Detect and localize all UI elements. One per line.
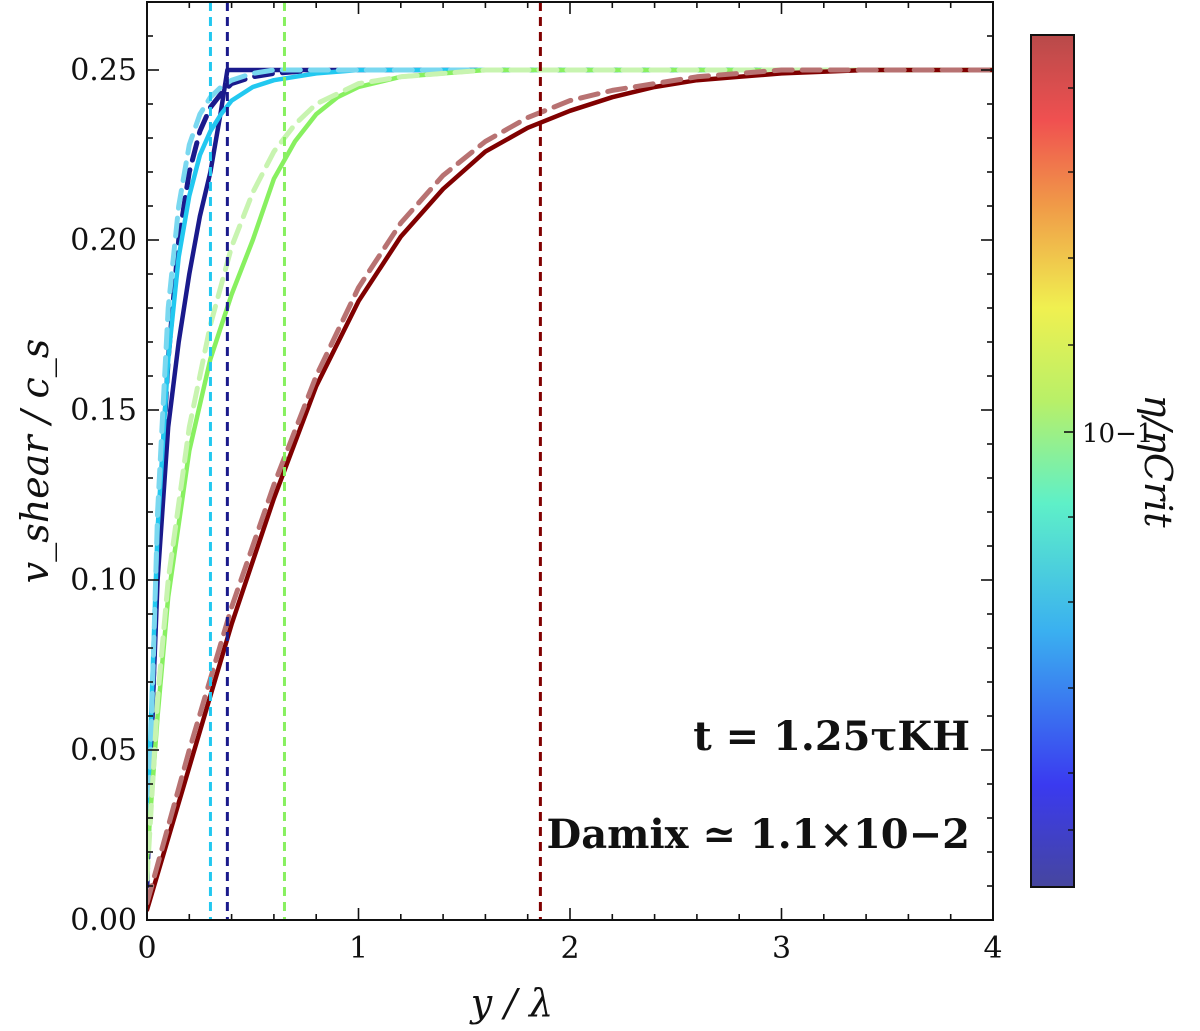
vertical-lines [208, 2, 542, 920]
x-axis-label: y / λ [469, 981, 554, 1025]
x-tick-label: 3 [772, 931, 791, 966]
damkohler-annotation: Damix ≃ 1.1×10−2 [547, 811, 970, 858]
x-tick-labels: 0 1 2 3 4 [137, 931, 1002, 966]
y-tick-label: 0.05 [70, 733, 137, 768]
colorbar-label: η/ηCrit [1136, 395, 1180, 529]
series-line-5-dashed [147, 67, 993, 882]
y-tick-labels: 0.00 0.05 0.10 0.15 0.20 0.25 [70, 53, 137, 938]
x-tick-label: 1 [349, 931, 368, 966]
colorbar-tick-label: 10−1 [1082, 419, 1153, 449]
y-tick-label: 0.20 [70, 223, 137, 258]
x-tick-label: 0 [137, 931, 156, 966]
y-tick-label: 0.10 [70, 563, 137, 598]
time-annotation: t = 1.25τKH [693, 713, 970, 760]
x-tick-label: 4 [983, 931, 1002, 966]
y-tick-label: 0.25 [70, 53, 137, 88]
axis-ticks [146, 1, 994, 921]
series-line-7-dashed [147, 67, 993, 906]
plot-frame [146, 1, 994, 921]
colorbar-ticks [1064, 87, 1074, 831]
series-line-1-dashed [147, 67, 993, 889]
colorbar: 10−1 η/ηCrit [1030, 34, 1180, 888]
series-layer [147, 67, 993, 913]
y-tick-label: 0.15 [70, 393, 137, 428]
x-tick-label: 2 [560, 931, 579, 966]
colorbar-gradient [1030, 34, 1075, 888]
y-axis-label: v_shear / c_s [13, 339, 58, 584]
series-line-6-solid [147, 67, 993, 913]
y-tick-label: 0.00 [70, 903, 137, 938]
